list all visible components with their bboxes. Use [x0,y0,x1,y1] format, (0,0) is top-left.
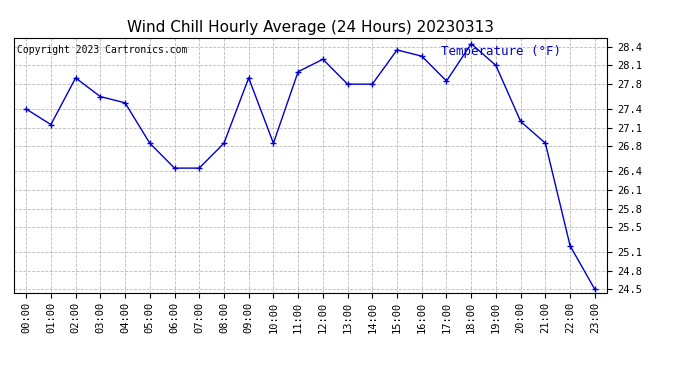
Title: Wind Chill Hourly Average (24 Hours) 20230313: Wind Chill Hourly Average (24 Hours) 202… [127,20,494,35]
Text: Copyright 2023 Cartronics.com: Copyright 2023 Cartronics.com [17,45,187,55]
Text: Temperature (°F): Temperature (°F) [441,45,561,58]
